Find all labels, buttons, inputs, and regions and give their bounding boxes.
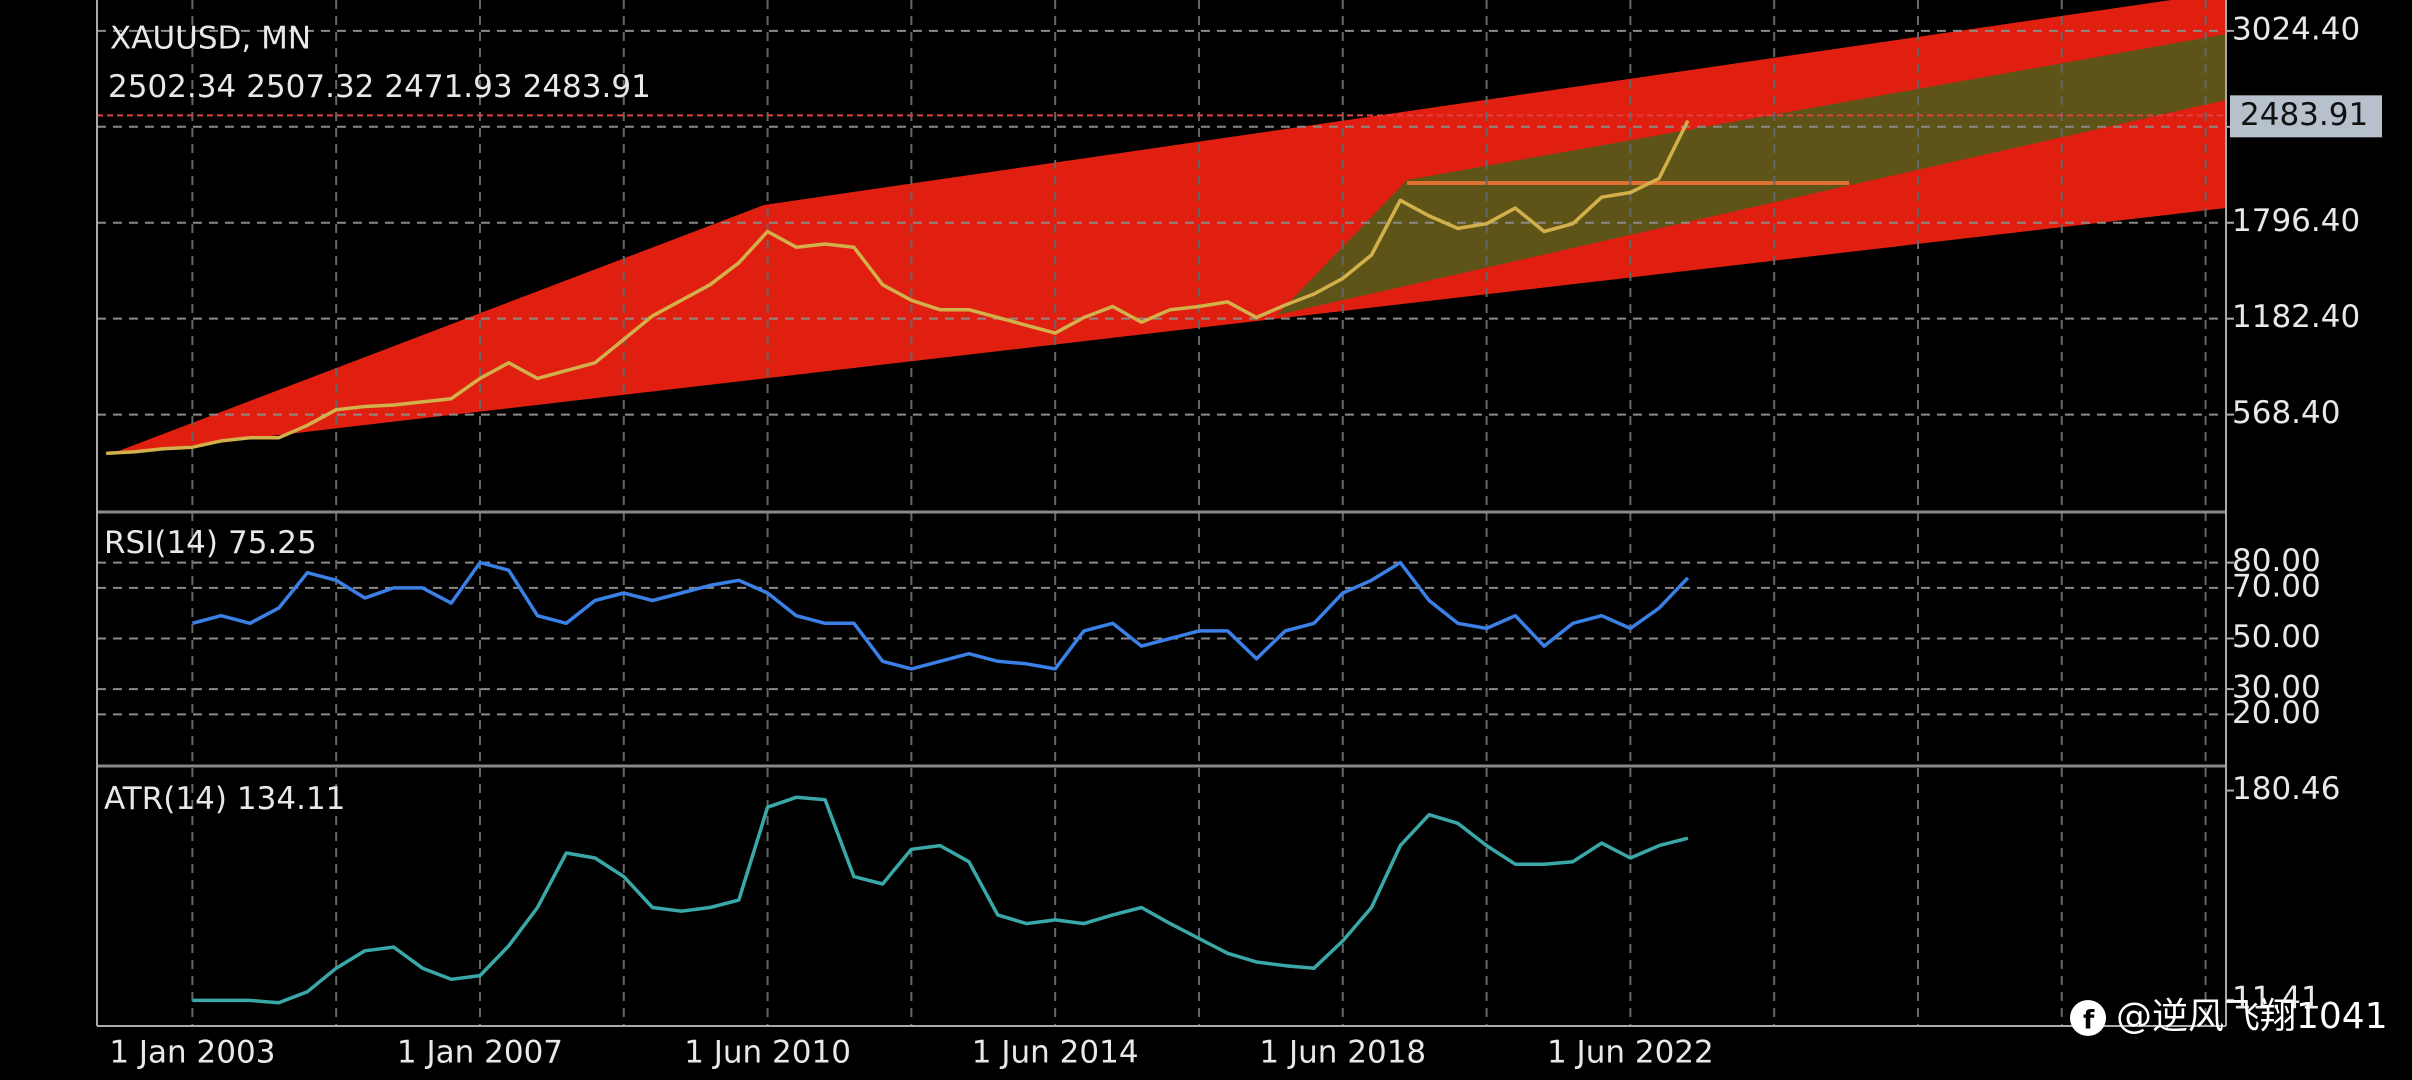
y-tick-label: 20.00 xyxy=(2232,695,2321,731)
y-tick-label: 1182.40 xyxy=(2232,299,2360,335)
red-channel xyxy=(108,0,2226,455)
symbol-title: XAUUSD, MN xyxy=(110,21,311,57)
x-tick-label: 1 Jun 2010 xyxy=(684,1035,851,1071)
watermark: @逆风飞翔1041 xyxy=(2116,996,2388,1037)
y-tick-label: 11.41 xyxy=(2232,980,2321,1016)
y-tick-label: 568.40 xyxy=(2232,395,2340,431)
close: 2483.91 xyxy=(523,69,651,105)
atr-title: ATR(14) 134.11 xyxy=(104,781,345,817)
y-tick-label: 50.00 xyxy=(2232,619,2321,655)
drawing-objects xyxy=(108,0,2226,455)
series-line xyxy=(192,795,1689,1005)
y-tick-label: 80.00 xyxy=(2232,543,2321,579)
facebook-icon-letter: f xyxy=(2083,1006,2095,1036)
facebook-icon xyxy=(2070,1000,2106,1036)
y-tick-label: 70.00 xyxy=(2232,568,2321,604)
rsi-title: RSI(14) 75.25 xyxy=(104,525,317,561)
y-tick-label: 1796.40 xyxy=(2232,203,2360,239)
high: 2507.32 xyxy=(246,69,374,105)
open: 2502.34 xyxy=(108,69,236,105)
y-tick-label: 30.00 xyxy=(2232,670,2321,706)
series-line xyxy=(106,119,1690,456)
series-line xyxy=(191,560,1690,671)
y-tick-label: 3024.40 xyxy=(2232,11,2360,47)
x-tick-label: 1 Jan 2003 xyxy=(109,1035,275,1071)
atr-last: 134.11 xyxy=(237,781,345,817)
ohlc: 2502.34 2507.32 2471.93 2483.91 xyxy=(108,69,651,105)
x-tick-label: 1 Jun 2014 xyxy=(972,1035,1139,1071)
x-tick-label: 1 Jun 2018 xyxy=(1259,1035,1426,1071)
rsi-last: 75.25 xyxy=(228,525,317,561)
low: 2471.93 xyxy=(384,69,512,105)
atr-name: ATR(14) xyxy=(104,781,227,817)
x-tick-label: 1 Jan 2007 xyxy=(397,1035,563,1071)
current-price-label: 2483.91 xyxy=(2240,97,2368,133)
x-tick-label: 1 Jun 2022 xyxy=(1547,1035,1714,1071)
rsi-name: RSI(14) xyxy=(104,525,218,561)
olive-channel xyxy=(1277,34,2226,315)
current-price-box xyxy=(2230,95,2382,138)
y-tick-label: 180.46 xyxy=(2232,771,2340,807)
